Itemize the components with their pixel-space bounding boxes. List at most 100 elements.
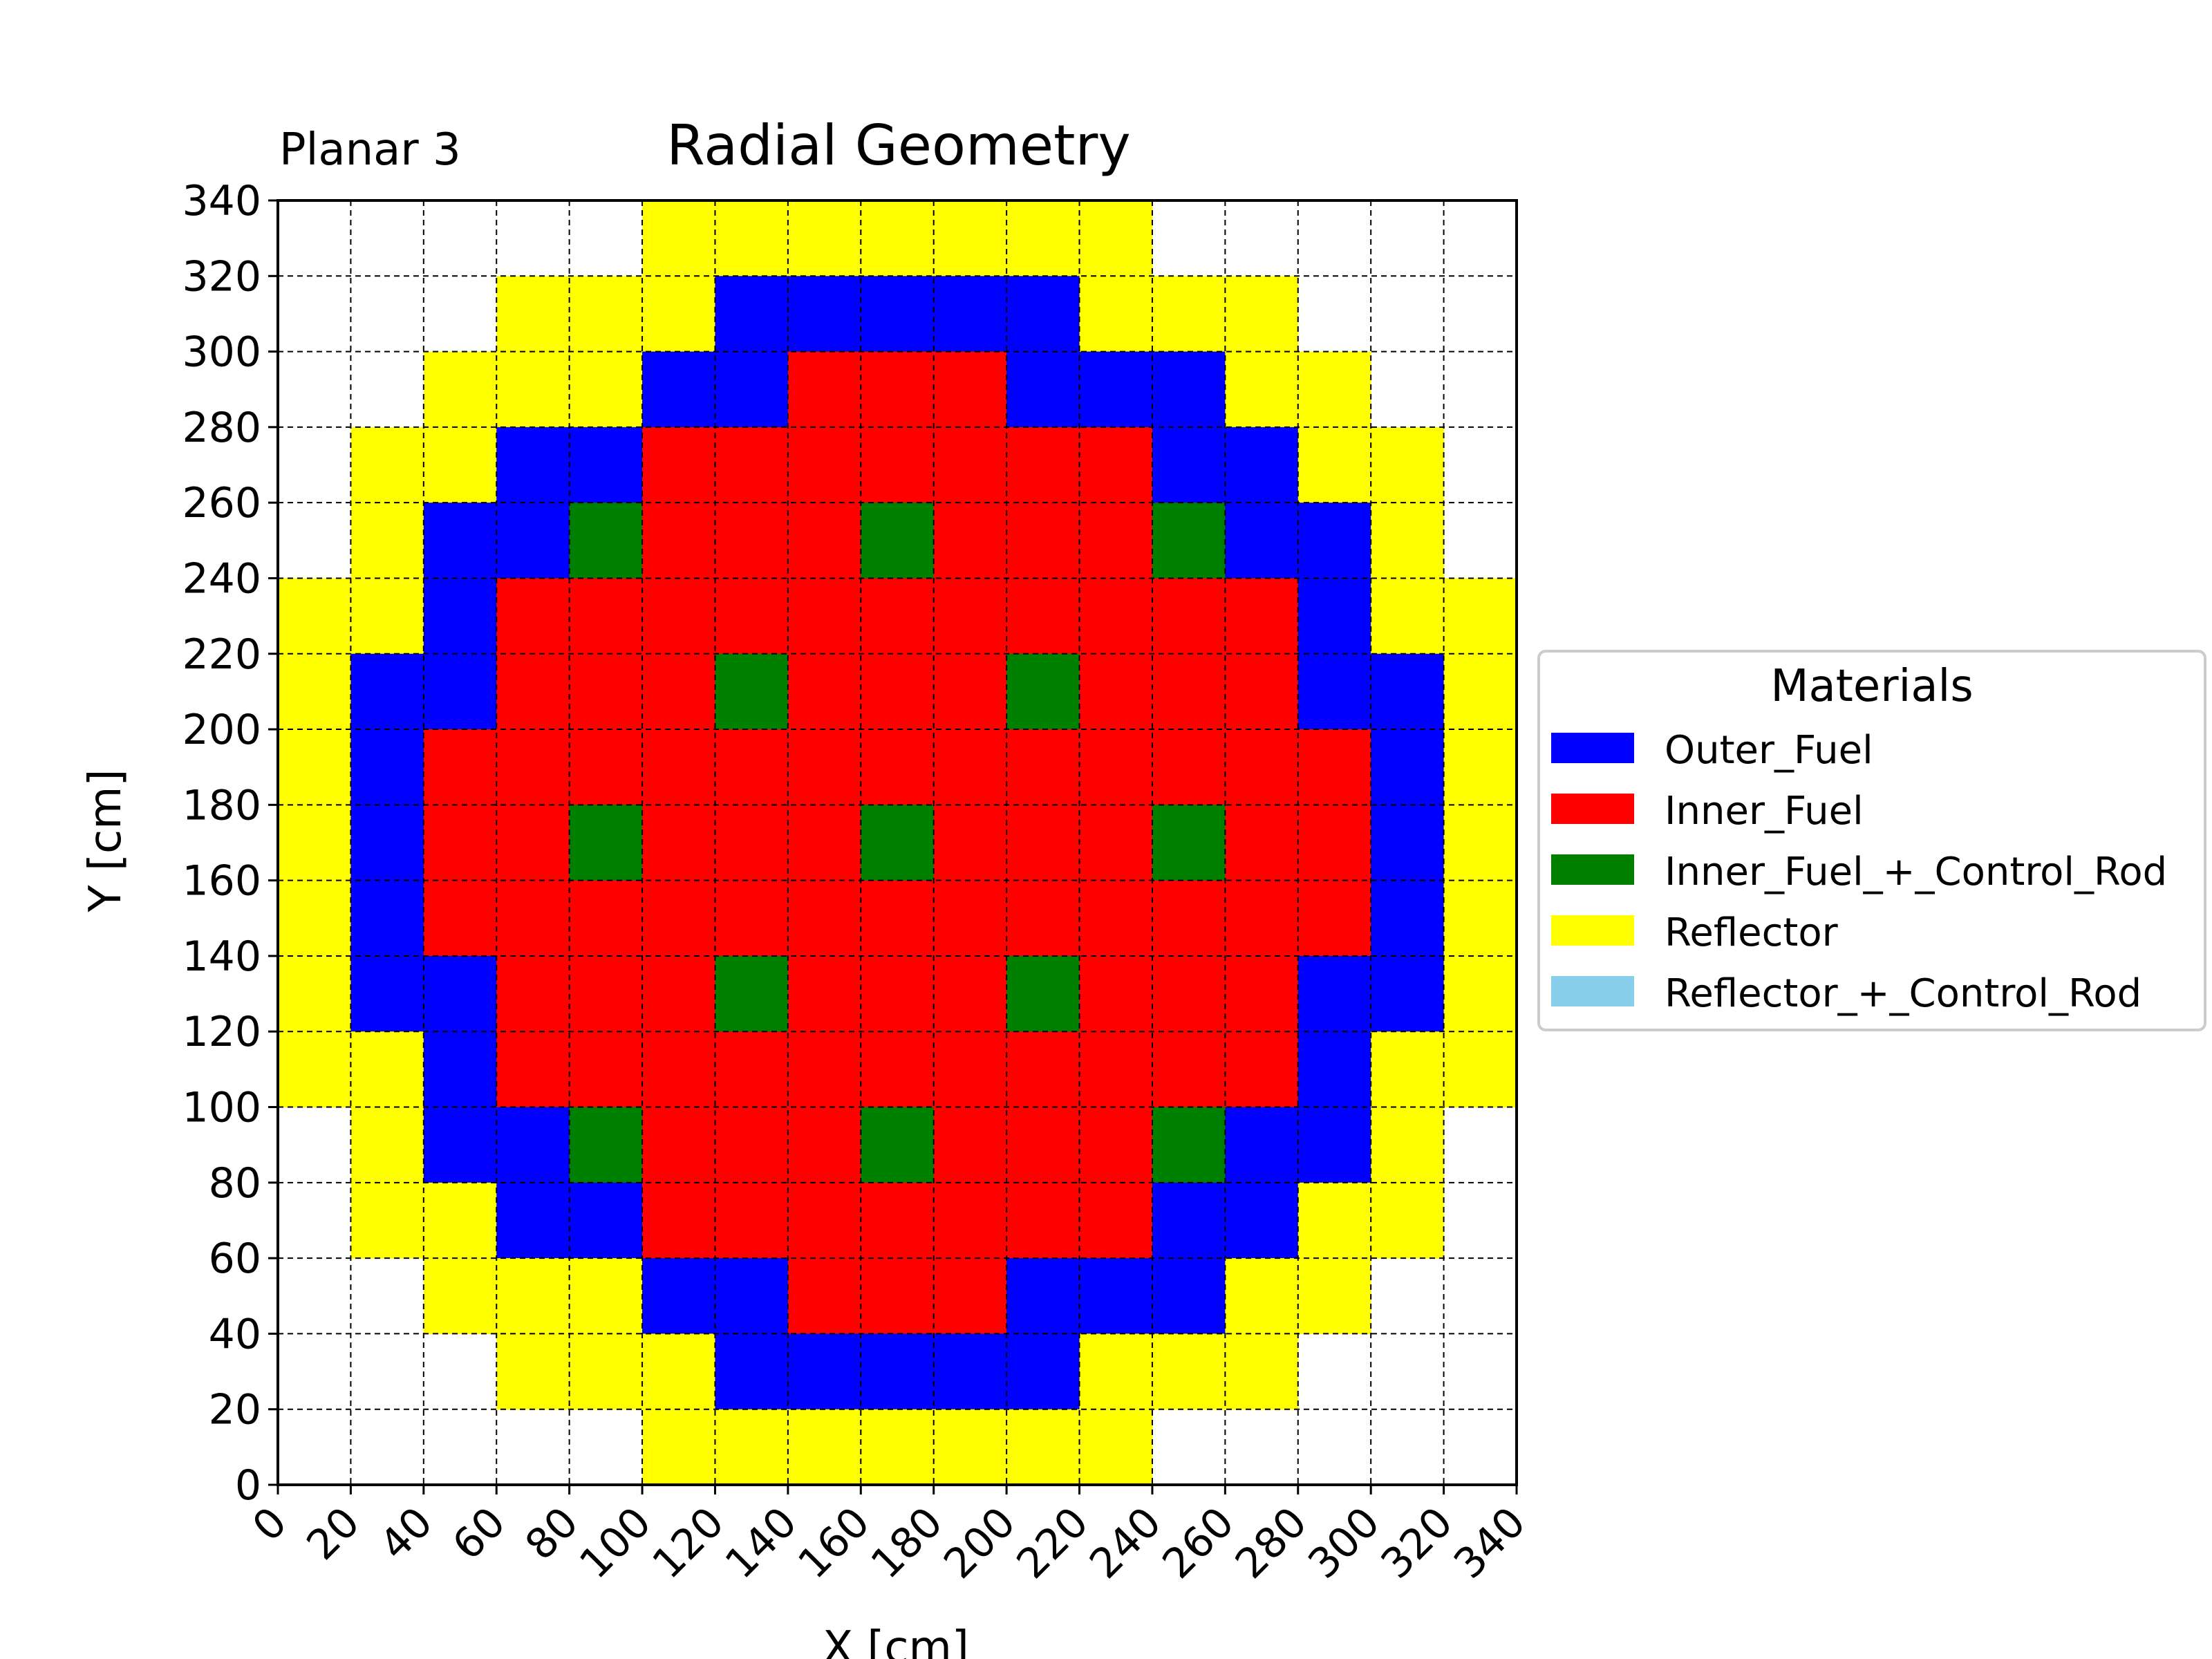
heatmap-cell [787, 955, 861, 1032]
heatmap-cell [715, 1258, 789, 1335]
heatmap-cell [787, 1409, 861, 1485]
heatmap-cell [642, 200, 716, 276]
heatmap-cell [1443, 653, 1517, 730]
heatmap-cell [569, 276, 643, 353]
heatmap-cell [1297, 351, 1371, 428]
heatmap-cell [715, 805, 789, 881]
heatmap-cell [715, 578, 789, 655]
heatmap-cell [496, 653, 570, 730]
heatmap-cell [1443, 578, 1517, 655]
heatmap-cell [1225, 729, 1299, 805]
legend-label: Reflector [1665, 910, 1839, 955]
heatmap-cell [1079, 427, 1153, 503]
heatmap-cell [496, 351, 570, 428]
heatmap-cell [1225, 1031, 1299, 1108]
heatmap-cell [350, 955, 424, 1032]
legend-swatch [1551, 976, 1634, 1006]
heatmap-cell [569, 955, 643, 1032]
heatmap-cell [1297, 427, 1371, 503]
heatmap-cell [278, 880, 352, 957]
legend: Materials Outer_Fuel Inner_Fuel Inner_Fuel… [1537, 650, 2206, 1031]
x-tick-label: 40 [371, 1498, 442, 1569]
y-tick-label: 200 [182, 706, 261, 754]
heatmap-cell [569, 427, 643, 503]
heatmap-cell [1225, 503, 1299, 579]
heatmap-cell [1297, 578, 1371, 655]
y-tick-label: 240 [182, 554, 261, 603]
heatmap-cell [642, 1258, 716, 1335]
heatmap-cell [1152, 351, 1226, 428]
heatmap-cell [423, 955, 497, 1032]
heatmap-cell [715, 351, 789, 428]
heatmap-cell [933, 1409, 1007, 1485]
heatmap-cell [350, 1107, 424, 1183]
heatmap-cell [1152, 805, 1226, 881]
heatmap-cell [569, 1031, 643, 1108]
x-tick-label: 260 [1153, 1498, 1243, 1588]
heatmap-cell [861, 578, 935, 655]
heatmap-cell [1225, 880, 1299, 957]
chart-subtitle: Planar 3 [279, 124, 461, 176]
heatmap-cell [569, 880, 643, 957]
heatmap-cell [787, 1031, 861, 1108]
heatmap-cell [715, 653, 789, 730]
heatmap-cell [423, 1107, 497, 1183]
heatmap-cell [933, 1333, 1007, 1410]
heatmap-cell [1225, 578, 1299, 655]
heatmap-cell [1152, 729, 1226, 805]
heatmap-cell [715, 729, 789, 805]
heatmap-cell [1152, 276, 1226, 353]
heatmap-cell [569, 1258, 643, 1335]
y-axis-ticks: 0 20 40 60 80 100 120 140 160 180 200 220 240 260 280 3… [182, 177, 278, 1510]
heatmap-cell [350, 578, 424, 655]
heatmap-cell [642, 1333, 716, 1410]
heatmap-cell [1443, 1031, 1517, 1108]
heatmap-cell [1006, 427, 1080, 503]
heatmap-cell [569, 1333, 643, 1410]
heatmap-cell [933, 427, 1007, 503]
heatmap-cell [642, 276, 716, 353]
heatmap-cell [642, 1107, 716, 1183]
legend-label: Inner_Fuel [1665, 789, 1864, 834]
heatmap-cell [350, 503, 424, 579]
heatmap-cell [1006, 200, 1080, 276]
y-tick-label: 60 [209, 1235, 261, 1283]
heatmap-cell [861, 1031, 935, 1108]
heatmap-cell [861, 200, 935, 276]
heatmap-cell [1079, 503, 1153, 579]
heatmap-cell [569, 1182, 643, 1259]
heatmap-cell [861, 351, 935, 428]
y-tick-label: 320 [182, 252, 261, 301]
y-tick-label: 20 [209, 1386, 261, 1434]
heatmap-cell [861, 653, 935, 730]
heatmap-cell [1225, 1258, 1299, 1335]
heatmap-cell [569, 503, 643, 579]
heatmap-cell [278, 1031, 352, 1108]
heatmap-cell [496, 1107, 570, 1183]
y-tick-label: 140 [182, 932, 261, 981]
heatmap-cell [1371, 880, 1445, 957]
y-tick-label: 40 [209, 1310, 261, 1358]
heatmap-cell [1079, 729, 1153, 805]
heatmap-cell [787, 1258, 861, 1335]
x-tick-label: 280 [1226, 1498, 1316, 1588]
y-tick-label: 100 [182, 1084, 261, 1132]
heatmap-cell [715, 1333, 789, 1410]
heatmap-cell [1297, 503, 1371, 579]
heatmap-cell [861, 427, 935, 503]
heatmap-cell [787, 1333, 861, 1410]
y-tick-label: 0 [235, 1461, 261, 1510]
heatmap-cell [1297, 1107, 1371, 1183]
heatmap-cell [1152, 955, 1226, 1032]
heatmap-cell [278, 805, 352, 881]
heatmap-cell [1006, 805, 1080, 881]
heatmap-cell [1225, 351, 1299, 428]
heatmap-cell [1079, 200, 1153, 276]
heatmap-cell [933, 955, 1007, 1032]
heatmap-cell [496, 805, 570, 881]
heatmap-cell [1297, 955, 1371, 1032]
heatmap-cell [1079, 1031, 1153, 1108]
y-tick-label: 280 [182, 404, 261, 452]
heatmap-cell [1371, 1107, 1445, 1183]
